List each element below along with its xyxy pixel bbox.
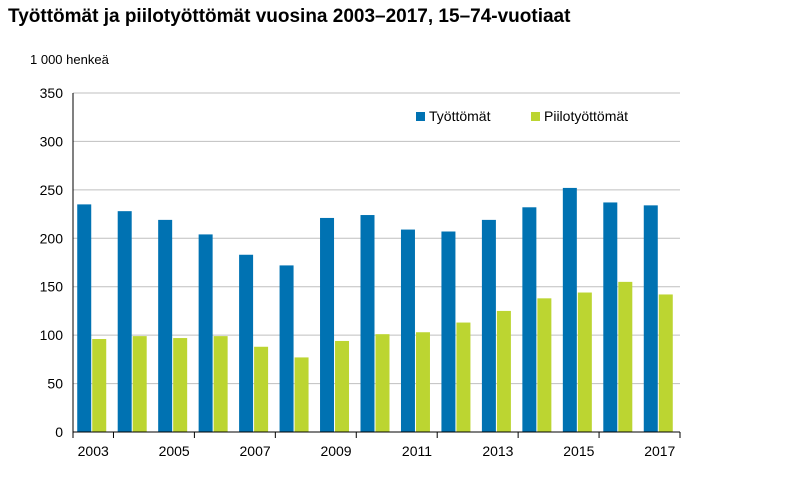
bar-piilotyottomat [577,292,592,432]
bar-tyottomat [441,231,456,432]
bar-piilotyottomat [92,339,107,432]
bar-tyottomat [360,215,375,432]
bar-tyottomat [117,211,132,432]
y-tick-label: 100 [40,327,64,343]
bar-tyottomat [400,229,415,432]
bar-tyottomat [603,202,618,432]
bar-piilotyottomat [254,346,269,432]
bar-piilotyottomat [375,334,390,432]
bar-piilotyottomat [213,336,228,432]
x-tick-label: 2017 [644,443,675,459]
bar-piilotyottomat [294,357,309,432]
y-tick-label: 150 [40,279,64,295]
x-tick-label: 2009 [320,443,351,459]
bar-tyottomat [198,234,213,432]
y-axis-unit-label: 1 000 henkeä [30,52,110,67]
x-tick-label: 2015 [563,443,594,459]
legend-label: Työttömät [429,108,491,124]
bar-piilotyottomat [456,322,471,432]
x-tick-label: 2013 [482,443,513,459]
x-tick-label: 2005 [159,443,190,459]
y-tick-label: 50 [47,376,63,392]
bar-piilotyottomat [618,281,633,432]
x-tick-label: 2011 [402,443,432,459]
bar-tyottomat [522,207,537,432]
bar-piilotyottomat [173,338,188,432]
y-tick-label: 250 [40,182,64,198]
bar-piilotyottomat [496,310,511,432]
x-tick-label: 2007 [240,443,271,459]
legend: Työttömät Piilotyöttömät [416,108,628,124]
bar-piilotyottomat [335,340,350,432]
legend-swatch [416,112,425,121]
bar-tyottomat [279,265,294,432]
y-tick-label: 350 [40,85,64,101]
bar-piilotyottomat [132,336,147,432]
bars [77,187,673,432]
bar-tyottomat [77,204,92,432]
legend-swatch [531,112,540,121]
bar-piilotyottomat [658,294,673,432]
x-tick-label: 2003 [78,443,109,459]
y-tick-label: 300 [40,133,64,149]
bar-piilotyottomat [415,332,430,432]
y-tick-label: 200 [40,230,64,246]
axes: 0 50 100 150 200 250 300 350 2003 2005 2007 2009 201… [40,85,681,459]
bar-tyottomat [320,217,335,432]
bar-piilotyottomat [537,298,552,432]
bar-tyottomat [481,219,496,432]
bar-tyottomat [158,219,173,432]
bar-tyottomat [562,187,577,432]
bar-tyottomat [643,205,658,432]
legend-label: Piilotyöttömät [544,108,628,124]
bar-tyottomat [239,254,254,432]
chart-title: Työttömät ja piilotyöttömät vuosina 2003… [8,6,571,27]
y-tick-label: 0 [55,424,63,440]
